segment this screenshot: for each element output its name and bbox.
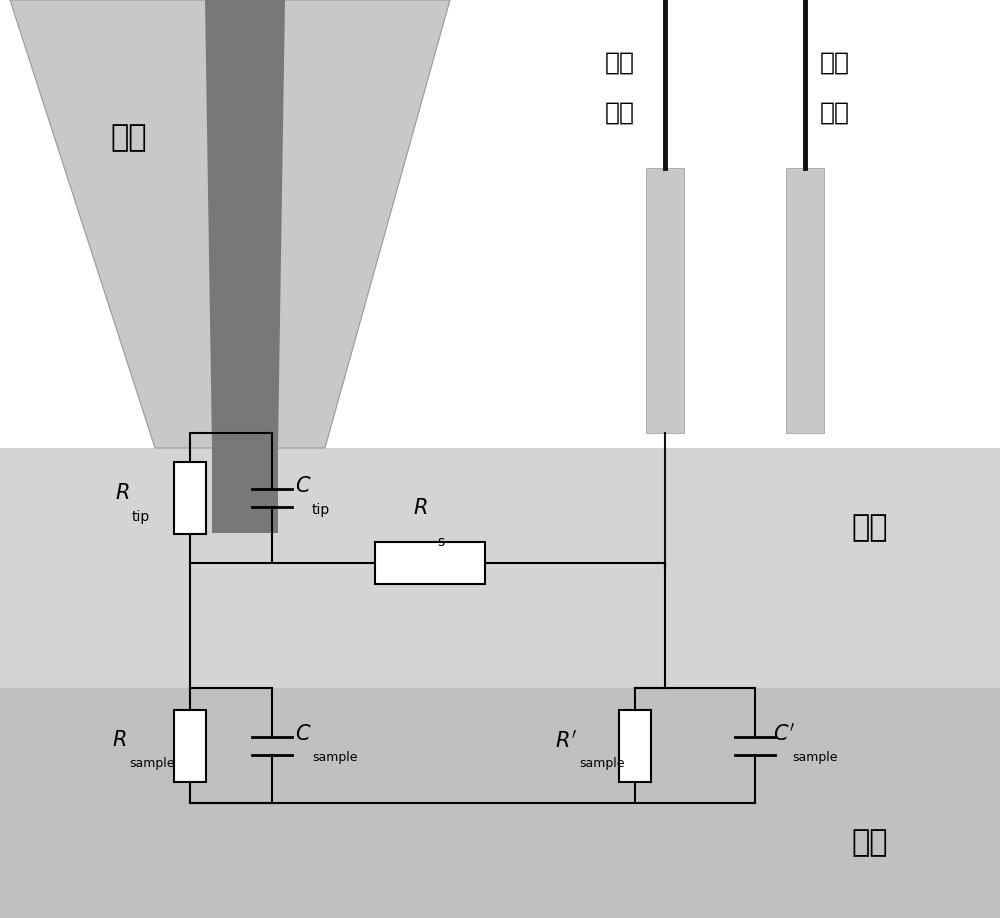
Text: sample: sample [312,751,358,764]
Bar [375,542,485,584]
Text: $C$: $C$ [295,476,312,496]
Text: sample: sample [792,751,838,764]
Bar [0,688,1000,918]
Text: s: s [437,535,444,549]
Text: 溶液: 溶液 [852,513,888,543]
Bar [0,0,1000,448]
Text: $R$: $R$ [413,498,427,518]
Text: $R$: $R$ [112,731,127,751]
Text: 辅助: 辅助 [820,51,850,75]
Bar [646,168,684,433]
Text: sample: sample [129,757,175,770]
Bar [174,462,206,534]
Polygon shape [10,0,450,448]
Text: tip: tip [312,503,330,517]
Text: 电极: 电极 [605,101,635,125]
Text: $C'$: $C'$ [773,722,795,744]
Text: tip: tip [132,510,150,524]
Bar [0,448,1000,688]
Text: 电极: 电极 [820,101,850,125]
Text: 参比: 参比 [605,51,635,75]
Bar [619,710,651,781]
Bar [212,448,278,533]
Bar [786,168,824,433]
Text: sample: sample [579,757,624,770]
Text: $C$: $C$ [295,723,312,744]
Polygon shape [205,0,285,448]
Bar [174,710,206,781]
Text: 探针: 探针 [110,124,146,152]
Text: $R'$: $R'$ [555,730,577,752]
Text: 样品: 样品 [852,829,888,857]
Text: $R$: $R$ [115,483,130,503]
